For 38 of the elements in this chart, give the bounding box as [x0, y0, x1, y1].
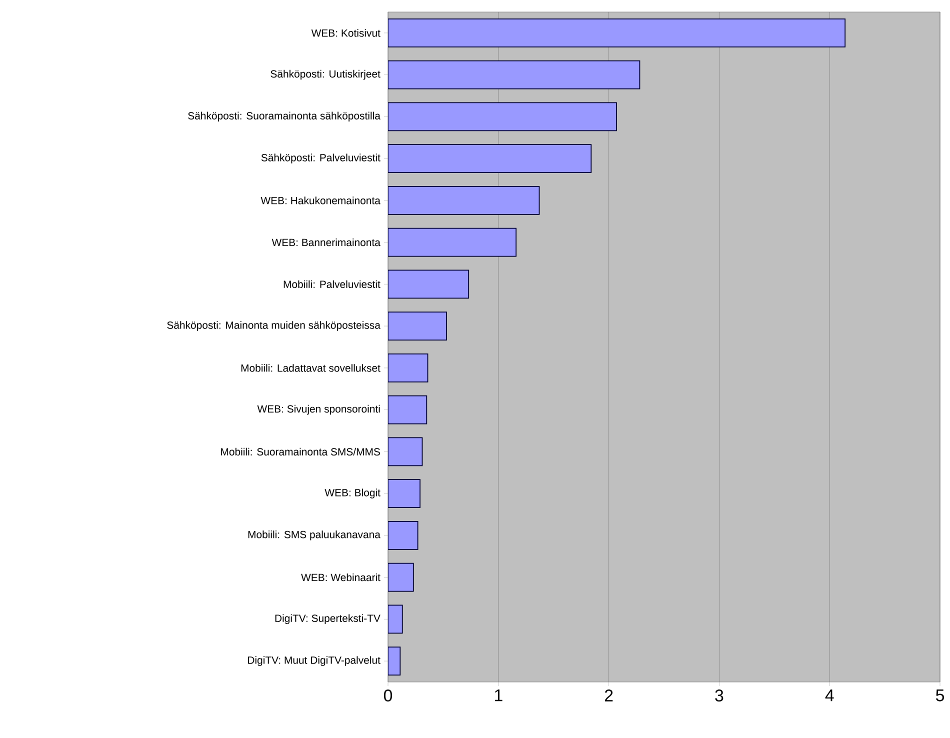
bar	[388, 228, 517, 257]
y-tick-label: DigiTV: Muut DigiTV-palvelut	[248, 656, 380, 666]
bar	[388, 102, 617, 132]
x-tick-label: 0	[384, 690, 392, 702]
y-tick-label: Sähköposti: Palveluviestit	[261, 154, 380, 164]
y-tick-label: Mobiili: Palveluviestit	[284, 280, 380, 288]
y-tick-label: WEB: Kotisivut	[311, 29, 380, 37]
x-tick-label: 5	[936, 690, 944, 702]
bar	[388, 312, 447, 340]
y-tick-label: Mobiili: SMS paluukanavana	[248, 530, 380, 540]
x-tick-label: 3	[715, 690, 724, 702]
y-tick-label: WEB: Hakukonemainonta	[260, 196, 380, 204]
y-tick-label: Sähköposti: Suoramainonta sähköpostilla	[188, 112, 380, 122]
x-tick-label: 1	[494, 690, 502, 702]
bar	[388, 562, 414, 592]
bar	[388, 144, 592, 174]
bar	[388, 520, 418, 550]
bar	[388, 270, 470, 299]
y-tick-label: WEB: Blogit	[324, 488, 380, 498]
y-tick-label: Mobiili: Suoramainonta SMS/MMS	[221, 448, 380, 456]
x-tick-label: 2	[604, 690, 613, 702]
bar	[388, 18, 846, 48]
bar	[388, 60, 640, 90]
bar	[388, 353, 428, 382]
y-tick-label: WEB: Bannerimainonta	[272, 238, 380, 246]
y-tick-label: Mobiili: Ladattavat sovellukset	[241, 364, 380, 372]
bar	[388, 646, 401, 676]
y-tick-label: WEB: Webinaarit	[301, 573, 380, 582]
bar	[388, 186, 540, 215]
y-tick-label: DigiTV: Superteksti-TV	[275, 614, 380, 624]
y-tick-label: WEB: Sivujen sponsorointi	[257, 404, 380, 415]
y-tick-label: Sähköposti: Uutiskirjeet	[270, 70, 380, 80]
bar	[388, 437, 423, 466]
x-tick-label: 4	[825, 690, 834, 702]
bar	[388, 479, 420, 508]
y-tick-label: Sähköposti: Mainonta muiden sähköposteissa	[167, 321, 380, 331]
bar	[388, 395, 428, 424]
bar	[388, 604, 403, 634]
